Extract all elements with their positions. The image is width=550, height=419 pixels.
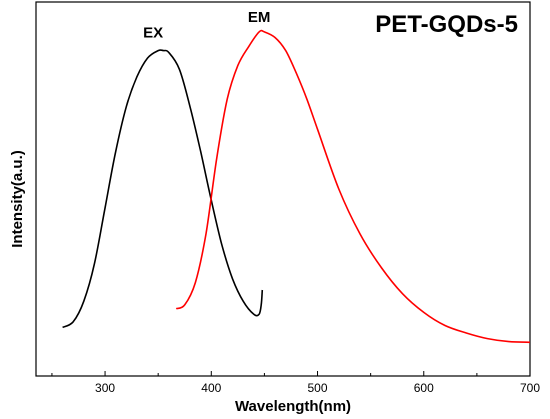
em-series-label: EM — [248, 9, 271, 26]
x-tick-label: 600 — [414, 381, 434, 395]
x-axis-title: Wavelength(nm) — [235, 398, 351, 415]
series-line-ex — [62, 49, 264, 329]
series-line-em — [175, 29, 531, 344]
x-tick-label: 700 — [520, 381, 540, 395]
x-tick-label: 300 — [95, 381, 115, 395]
y-axis-title: Intensity(a.u.) — [9, 150, 26, 248]
chart-title: PET-GQDs-5 — [375, 11, 518, 38]
ex-series-label: EX — [143, 25, 163, 42]
series-layer — [62, 29, 531, 344]
plot-border — [35, 1, 531, 377]
plot-frame — [35, 1, 531, 377]
x-ticks: 300 400 500 600 700 — [51, 371, 540, 395]
x-tick-label: 500 — [308, 381, 328, 395]
x-tick-label: 400 — [201, 381, 221, 395]
